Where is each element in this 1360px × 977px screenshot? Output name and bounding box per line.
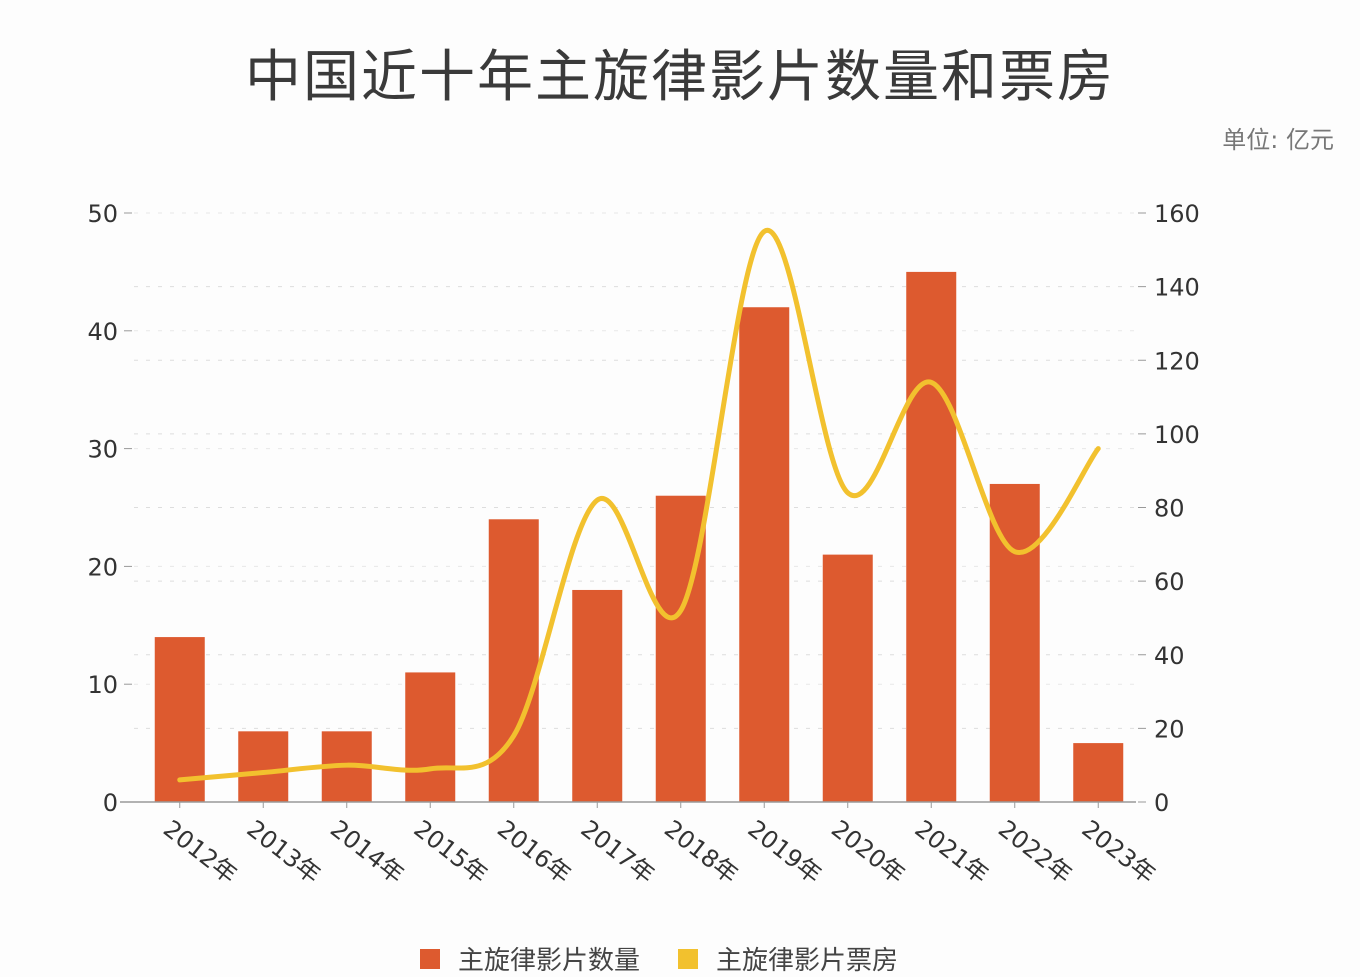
right-tick-label: 20	[1154, 715, 1185, 743]
right-tick-label: 80	[1154, 495, 1185, 523]
bar	[1073, 743, 1124, 802]
legend-item-count[interactable]: 主旋律影片数量	[420, 940, 640, 977]
x-tick-label: 2021年	[910, 815, 994, 889]
legend-item-boxoffice[interactable]: 主旋律影片票房	[678, 940, 898, 977]
x-tick-label: 2016年	[492, 815, 576, 889]
left-tick-label: 0	[103, 789, 118, 817]
left-tick-label: 20	[87, 553, 118, 581]
line-swatch-icon	[678, 948, 699, 969]
x-tick-label: 2014年	[325, 815, 409, 889]
left-tick-label: 50	[87, 200, 118, 228]
right-tick-label: 120	[1154, 347, 1200, 375]
left-tick-label: 10	[87, 671, 118, 699]
right-tick-label: 60	[1154, 568, 1185, 596]
bar	[822, 554, 873, 802]
x-tick-label: 2019年	[743, 815, 827, 889]
legend-label: 主旋律影片数量	[458, 946, 641, 976]
bar-swatch-icon	[420, 948, 440, 969]
x-tick-label: 2023年	[1077, 815, 1161, 889]
chart-title: 中国近十年主旋律影片数量和票房	[245, 45, 1115, 110]
x-tick-label: 2015年	[409, 815, 493, 889]
left-tick-label: 30	[87, 436, 118, 464]
right-tick-label: 0	[1154, 789, 1169, 817]
right-tick-label: 40	[1154, 642, 1185, 670]
right-tick-label: 100	[1154, 421, 1200, 449]
x-tick-label: 2013年	[242, 815, 326, 889]
x-tick-label: 2018年	[659, 815, 743, 889]
bar	[989, 483, 1040, 802]
bar	[405, 672, 456, 802]
left-tick-label: 40	[87, 318, 118, 346]
x-tick-label: 2022年	[993, 815, 1077, 889]
bar	[572, 589, 623, 802]
bar	[154, 637, 205, 802]
unit-label: 单位: 亿元	[1222, 126, 1334, 154]
bar	[739, 307, 790, 802]
x-tick-label: 2020年	[826, 815, 910, 889]
right-tick-label: 140	[1154, 274, 1200, 302]
bar	[906, 271, 957, 802]
legend: 主旋律影片数量 主旋律影片票房	[420, 940, 898, 977]
bar	[238, 731, 289, 802]
legend-label: 主旋律影片票房	[716, 946, 899, 976]
x-tick-label: 2012年	[158, 815, 242, 889]
right-tick-label: 160	[1154, 200, 1200, 228]
boxoffice-line	[177, 228, 1101, 783]
x-tick-label: 2017年	[576, 815, 660, 889]
